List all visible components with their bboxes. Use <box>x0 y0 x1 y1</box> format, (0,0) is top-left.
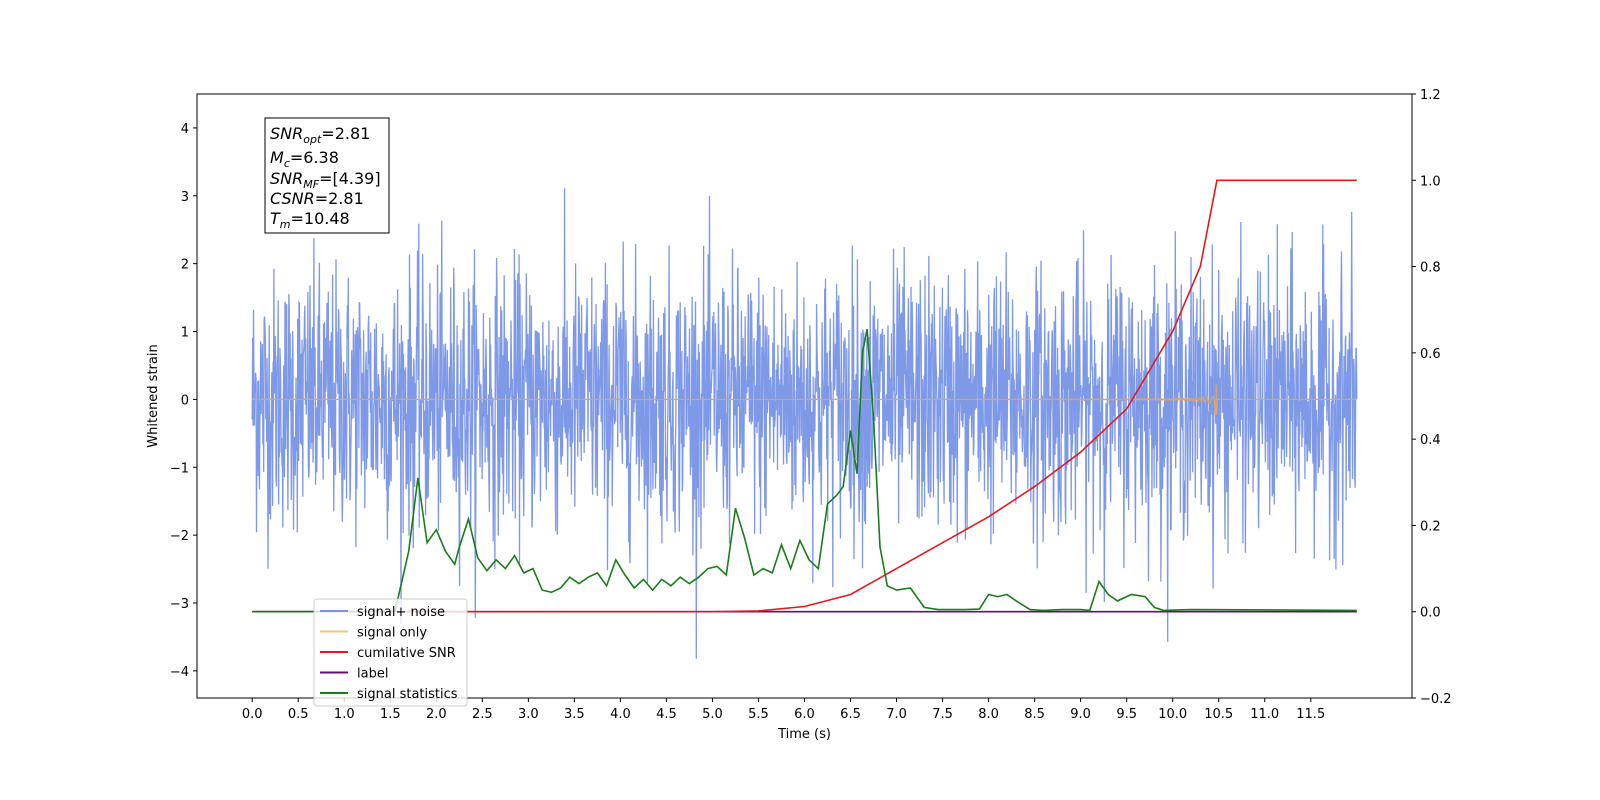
x-tick-label: 5.5 <box>748 707 769 722</box>
x-tick-label: 8.5 <box>1024 707 1045 722</box>
legend-label: cumilative SNR <box>357 646 456 661</box>
series-signal-statistics <box>252 328 1357 613</box>
y-right-tick-label: 0.8 <box>1420 261 1441 276</box>
y-left-tick-label: −3 <box>170 597 189 612</box>
x-tick-label: 8.0 <box>978 707 999 722</box>
annotation-line: Tm=10.48 <box>270 209 350 231</box>
x-tick-label: 6.5 <box>840 707 861 722</box>
y-left-tick-label: 0 <box>181 393 189 408</box>
y-axis-left: −4 −3 −2 −1 0 1 2 3 4 <box>170 122 197 680</box>
annotation-line: CSNR=2.81 <box>270 189 364 208</box>
legend-label: signal statistics <box>357 687 458 702</box>
y-left-tick-label: 2 <box>181 258 189 273</box>
x-tick-label: 3.0 <box>518 707 539 722</box>
annotation-box: SNRopt=2.81Mc=6.38SNRMF=[4.39]CSNR=2.81T… <box>264 117 390 234</box>
y-right-tick-label: 0.6 <box>1420 347 1441 362</box>
legend-label: signal+ noise <box>357 605 445 620</box>
x-tick-label: 2.5 <box>472 707 493 722</box>
x-tick-label: 2.0 <box>426 707 447 722</box>
x-tick-label: 1.5 <box>380 707 401 722</box>
annotation-line: Mc=6.38 <box>270 148 339 170</box>
x-tick-label: 1.0 <box>334 707 355 722</box>
legend-frame <box>313 598 468 707</box>
y-right-tick-label: 0.0 <box>1420 606 1441 621</box>
x-tick-label: 4.0 <box>610 707 631 722</box>
x-tick-label: 11.0 <box>1250 707 1279 722</box>
x-tick-label: 11.5 <box>1296 707 1325 722</box>
x-tick-label: 7.0 <box>886 707 907 722</box>
x-tick-label: 10.0 <box>1158 707 1187 722</box>
y-right-tick-label: 1.0 <box>1420 174 1441 189</box>
series-signal-noise <box>251 188 1358 659</box>
annotation-line: SNRopt=2.81 <box>270 124 370 146</box>
y-left-tick-label: 4 <box>181 122 189 137</box>
x-tick-label: 9.0 <box>1070 707 1091 722</box>
y-right-tick-label: −0.2 <box>1420 692 1452 707</box>
legend: signal+ noise signal only cumilative SNR la… <box>313 598 468 707</box>
y-axis-right: −0.2 0.0 0.2 0.4 0.6 0.8 1.0 1.2 <box>1412 88 1452 707</box>
x-tick-label: 3.5 <box>564 707 585 722</box>
x-tick-label: 4.5 <box>656 707 677 722</box>
annotation-frame <box>264 117 390 234</box>
x-tick-label: 5.0 <box>702 707 723 722</box>
y-right-tick-label: 1.2 <box>1420 88 1441 103</box>
y-right-tick-label: 0.2 <box>1420 519 1441 534</box>
x-axis: 0.0 0.5 1.0 1.5 2.0 2.5 3.0 3.5 4.0 4.5 5.0 5.5 6.0 6… <box>242 698 1325 722</box>
x-tick-label: 6.0 <box>794 707 815 722</box>
y-left-tick-label: −4 <box>170 665 189 680</box>
y-left-tick-label: 3 <box>181 190 189 205</box>
y-left-tick-label: −1 <box>170 461 189 476</box>
x-tick-label: 7.5 <box>932 707 953 722</box>
x-tick-label: 10.5 <box>1204 707 1233 722</box>
legend-label: label <box>357 667 388 682</box>
legend-label: signal only <box>357 626 427 641</box>
x-axis-label: Time (s) <box>777 727 831 742</box>
series-signal-only <box>252 384 1357 416</box>
y-axis-left-label: Whitened strain <box>146 344 161 447</box>
x-tick-label: 0.5 <box>288 707 309 722</box>
y-right-tick-label: 0.4 <box>1420 433 1441 448</box>
x-tick-label: 9.5 <box>1116 707 1137 722</box>
y-left-tick-label: −2 <box>170 529 189 544</box>
annotation-line: SNRMF=[4.39] <box>270 169 381 191</box>
series-cumulative-snr <box>252 179 1357 613</box>
series-layer <box>251 179 1358 659</box>
y-left-tick-label: 1 <box>181 326 189 341</box>
x-tick-label: 0.0 <box>242 707 263 722</box>
